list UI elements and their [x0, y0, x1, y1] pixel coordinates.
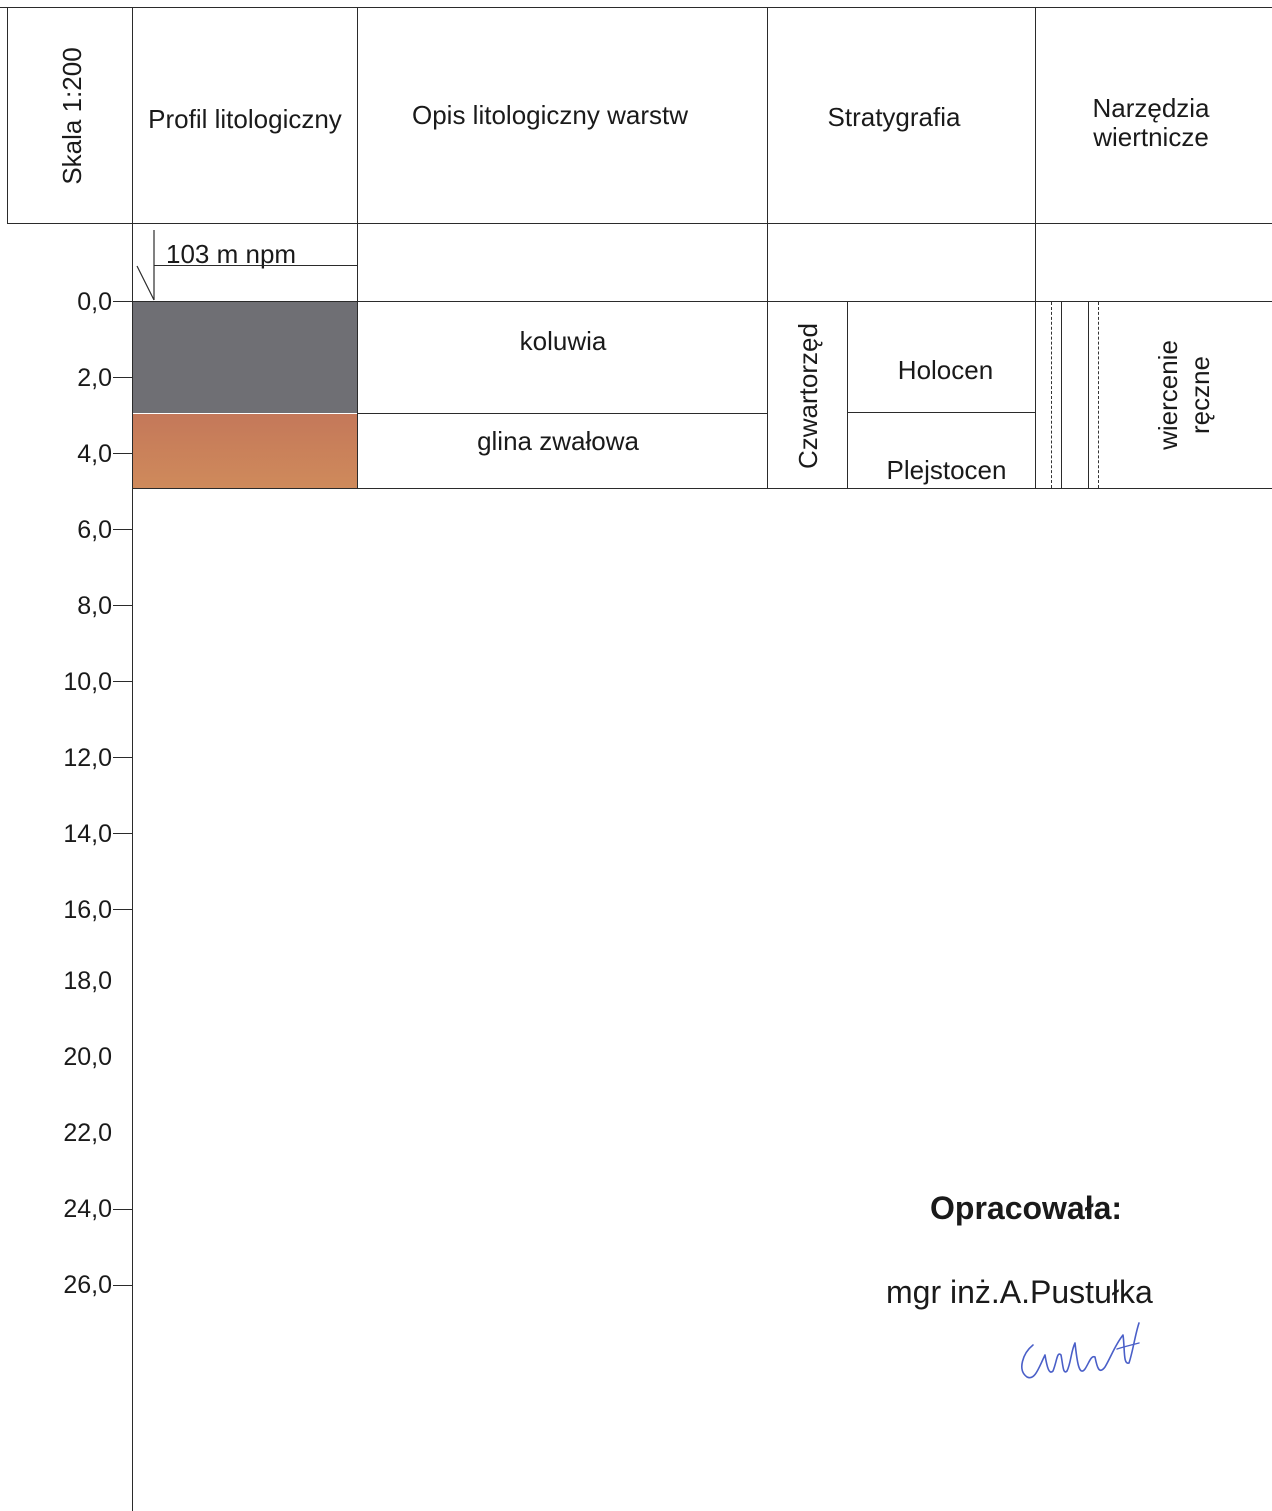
depth-tick-mark — [113, 909, 133, 910]
depth-tick-mark — [113, 681, 133, 682]
depth-tick-label: 26,0 — [63, 1271, 112, 1299]
depth-tick-label: 0,0 — [77, 288, 112, 316]
depth-tick-mark — [113, 301, 133, 302]
depth-tick-label: 24,0 — [63, 1195, 112, 1223]
depth-tick-label: 2,0 — [77, 364, 112, 392]
depth-tick-label: 12,0 — [63, 744, 112, 772]
drill-solid-line — [1061, 302, 1062, 488]
drilling-method-line1: wiercenie — [1153, 340, 1183, 450]
profile-column-border — [357, 7, 358, 489]
layer-description: glina zwałowa — [477, 426, 639, 456]
drilling-method-line2: ręczne — [1185, 355, 1215, 435]
author-name: mgr inż.A.Pustułka — [886, 1274, 1153, 1310]
depth-tick-label: 6,0 — [77, 516, 112, 544]
prepared-by-label: Opracowała: — [930, 1190, 1123, 1226]
left-border — [7, 7, 8, 224]
epoch-label: Plejstocen — [886, 455, 1007, 485]
depth-tick-mark — [113, 453, 133, 454]
header-bottom-border — [7, 223, 1272, 224]
drill-dashed-line — [1051, 302, 1052, 488]
stratigraphy-header: Stratygrafia — [827, 102, 961, 132]
scale-header: Skala 1:200 — [57, 47, 87, 185]
layer-boundary-description — [357, 413, 767, 414]
epoch-boundary — [847, 412, 1035, 413]
lithology-layer-koluwia — [133, 302, 357, 413]
depth-tick-label: 16,0 — [63, 896, 112, 924]
description-header: Opis litologiczny warstw — [412, 100, 688, 130]
drill-dashed-line — [1098, 302, 1099, 488]
lithology-layer-glina-zwalowa — [133, 414, 357, 488]
depth-tick-mark — [113, 757, 133, 758]
drill-solid-line — [1088, 302, 1089, 488]
era-label: Czwartorzęd — [793, 323, 823, 469]
tools-header-line2: wiertnicze — [1093, 122, 1209, 152]
layer-description: koluwia — [519, 326, 607, 356]
profile-header: Profil litologiczny — [148, 104, 342, 134]
scale-column-border — [132, 7, 133, 1511]
elevation-line — [154, 265, 357, 266]
depth-tick-mark — [113, 605, 133, 606]
top-border — [0, 7, 1272, 8]
signature — [1021, 1322, 1140, 1379]
depth-tick-mark — [113, 1209, 133, 1210]
depth-tick-mark — [113, 833, 133, 834]
depth-tick-label: 8,0 — [77, 592, 112, 620]
depth-tick-mark — [113, 529, 133, 530]
depth-tick-mark — [113, 1285, 133, 1286]
depth-tick-mark — [113, 377, 133, 378]
depth-tick-label: 4,0 — [77, 440, 112, 468]
depth-zero-line — [132, 301, 1272, 302]
tools-header-line1: Narzędzia — [1092, 93, 1210, 123]
depth-tick-label: 14,0 — [63, 820, 112, 848]
era-column-border — [847, 301, 848, 489]
depth-tick-label: 10,0 — [63, 668, 112, 696]
profile-bottom-line — [132, 488, 1272, 489]
depth-tick-label: 20,0 — [63, 1043, 112, 1071]
stratigraphy-column-border — [1035, 7, 1036, 489]
depth-tick-label: 18,0 — [63, 967, 112, 995]
depth-tick-label: 22,0 — [63, 1119, 112, 1147]
elevation-label: 103 m npm — [166, 239, 297, 269]
epoch-label: Holocen — [897, 355, 994, 385]
description-column-border — [767, 7, 768, 489]
